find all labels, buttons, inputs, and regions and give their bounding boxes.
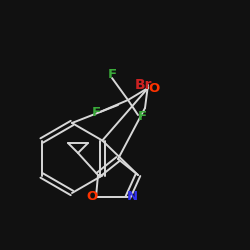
Text: O: O — [86, 190, 98, 203]
Text: O: O — [148, 82, 160, 94]
Text: N: N — [126, 190, 138, 203]
Text: Br: Br — [134, 78, 152, 92]
Text: F: F — [92, 106, 100, 118]
Text: F: F — [138, 110, 146, 124]
Text: F: F — [108, 68, 116, 80]
